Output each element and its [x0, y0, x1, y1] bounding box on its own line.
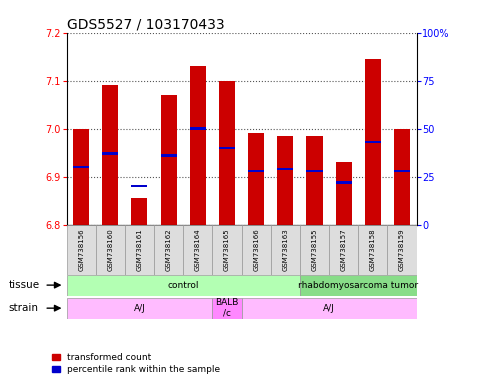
Bar [125, 225, 154, 275]
Bar [132, 198, 147, 225]
Text: BALB
/c: BALB /c [215, 298, 239, 318]
Text: GSM738157: GSM738157 [341, 228, 347, 271]
Text: GSM738166: GSM738166 [253, 228, 259, 271]
Bar [277, 136, 293, 225]
Bar [394, 129, 410, 225]
Bar [67, 225, 96, 275]
Text: strain: strain [9, 303, 39, 313]
Bar [212, 225, 242, 275]
Bar [132, 185, 147, 187]
Bar [219, 147, 235, 149]
Bar [307, 170, 322, 172]
Bar [161, 154, 176, 157]
Bar [271, 225, 300, 275]
Text: A/J: A/J [323, 304, 335, 313]
Text: GSM738155: GSM738155 [312, 228, 317, 271]
Bar [336, 162, 352, 225]
Bar [300, 225, 329, 275]
Text: GSM738158: GSM738158 [370, 228, 376, 271]
Text: GSM738164: GSM738164 [195, 228, 201, 271]
Bar [73, 166, 89, 168]
Bar [387, 225, 417, 275]
Bar [96, 225, 125, 275]
Bar [67, 275, 300, 296]
Bar [358, 225, 387, 275]
Bar [394, 170, 410, 172]
Bar [300, 275, 417, 296]
Text: GSM738161: GSM738161 [137, 228, 142, 271]
Bar [102, 152, 118, 155]
Bar [219, 81, 235, 225]
Bar [242, 225, 271, 275]
Bar [154, 225, 183, 275]
Legend: transformed count, percentile rank within the sample: transformed count, percentile rank withi… [49, 350, 224, 377]
Text: A/J: A/J [134, 304, 145, 313]
Bar [242, 298, 417, 319]
Text: control: control [168, 281, 199, 290]
Bar [329, 225, 358, 275]
Bar [183, 225, 212, 275]
Bar [248, 170, 264, 172]
Bar [190, 66, 206, 225]
Text: GSM738160: GSM738160 [107, 228, 113, 271]
Text: GSM738159: GSM738159 [399, 228, 405, 271]
Bar [212, 298, 242, 319]
Bar [307, 136, 322, 225]
Text: tissue: tissue [9, 280, 40, 290]
Text: GSM738163: GSM738163 [282, 228, 288, 271]
Text: GSM738156: GSM738156 [78, 228, 84, 271]
Bar [73, 129, 89, 225]
Bar [277, 168, 293, 170]
Bar [336, 181, 352, 184]
Bar [190, 127, 206, 130]
Bar [248, 134, 264, 225]
Bar [365, 59, 381, 225]
Text: GDS5527 / 103170433: GDS5527 / 103170433 [67, 18, 224, 31]
Text: rhabdomyosarcoma tumor: rhabdomyosarcoma tumor [298, 281, 418, 290]
Bar [365, 141, 381, 143]
Bar [102, 86, 118, 225]
Text: GSM738165: GSM738165 [224, 228, 230, 271]
Text: GSM738162: GSM738162 [166, 228, 172, 271]
Bar [161, 95, 176, 225]
Bar [67, 298, 212, 319]
